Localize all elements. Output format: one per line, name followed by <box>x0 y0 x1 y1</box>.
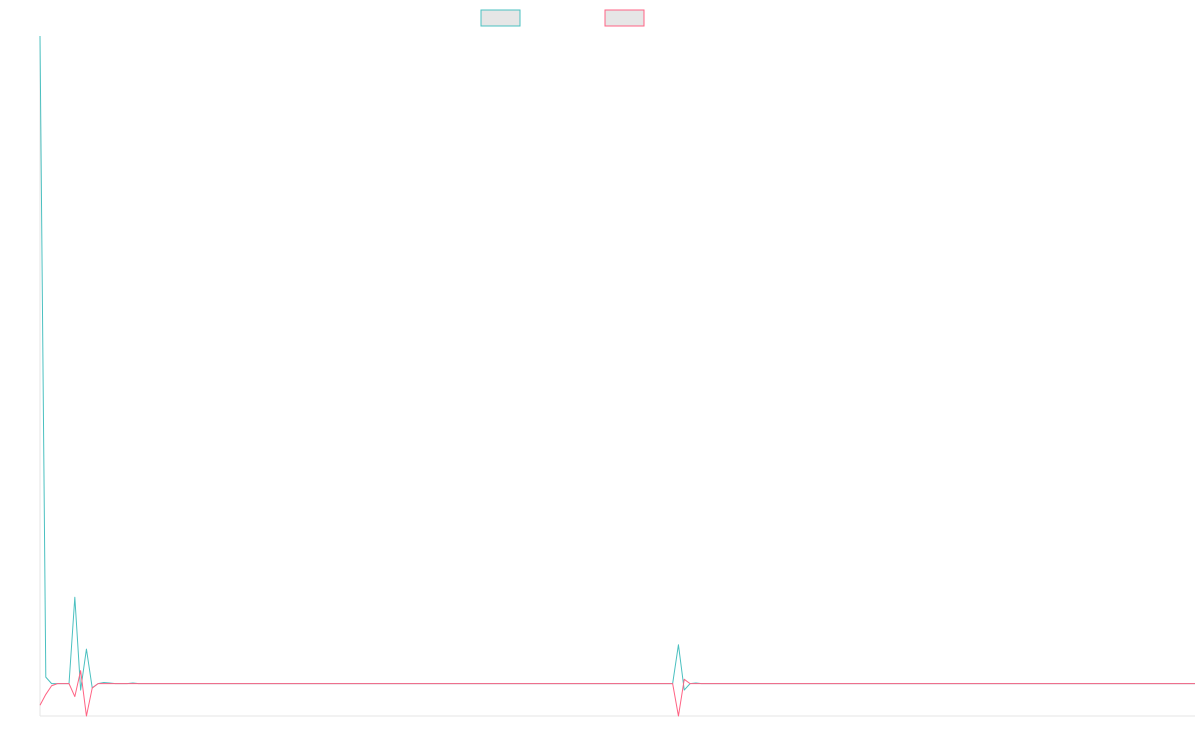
legend-swatch-0[interactable] <box>480 9 521 27</box>
series-lines <box>39 35 1195 717</box>
legend <box>480 9 645 27</box>
axes <box>39 36 1195 717</box>
legend-swatch-1[interactable] <box>604 9 645 27</box>
series-line-1 <box>39 670 1195 717</box>
series-line-0 <box>39 35 1195 691</box>
